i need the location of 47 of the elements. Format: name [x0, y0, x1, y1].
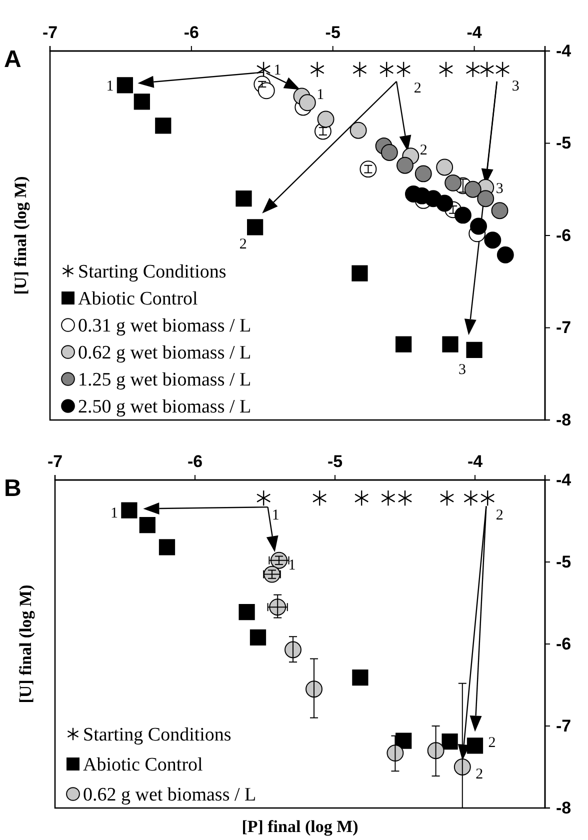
- y-axis-title: [U] final (log M): [16, 584, 35, 704]
- legend-label: 1.25 g wet biomass / L: [78, 370, 252, 391]
- legend-label: 0.62 g wet biomass / L: [78, 342, 252, 364]
- x-tick-label: -5: [325, 23, 340, 42]
- annotation: 1: [106, 78, 114, 94]
- annotation: 2: [239, 236, 247, 252]
- y-tick-label: -7: [556, 318, 572, 338]
- x-axis-title: [P] final (log M): [242, 817, 358, 836]
- y-tick-label: -4: [556, 470, 572, 490]
- annotation: 2: [496, 507, 504, 524]
- annotation: 3: [458, 362, 466, 378]
- annotation: 1: [110, 506, 118, 522]
- legend-label: 2.50 g wet biomass / L: [78, 396, 252, 418]
- annotation: 1: [274, 62, 282, 79]
- y-tick-label: -6: [556, 226, 572, 245]
- legend-label: Starting Conditions: [78, 262, 226, 283]
- y-axis-title: [U] final (log M): [11, 176, 30, 295]
- legend-label: Abiotic Control: [83, 754, 203, 776]
- x-tick-label: -5: [327, 452, 343, 471]
- y-tick-label: -5: [556, 134, 572, 153]
- annotation: 2: [488, 734, 496, 751]
- annotation: 3: [496, 180, 504, 197]
- annotation: 1: [272, 507, 280, 524]
- x-tick-label: -7: [47, 452, 63, 471]
- annotation: 2: [420, 142, 428, 158]
- y-tick-label: -7: [556, 716, 572, 736]
- annotation: 2: [476, 766, 484, 782]
- chart-title: A: [4, 46, 22, 73]
- y-tick-label: -8: [556, 410, 572, 430]
- x-tick-label: -6: [187, 452, 203, 471]
- y-tick-label: -4: [556, 41, 572, 60]
- y-tick-label: -6: [556, 634, 572, 654]
- annotation: 2: [414, 80, 422, 97]
- annotation: 1: [316, 86, 324, 103]
- annotation: 3: [512, 78, 520, 95]
- x-tick-label: -6: [184, 23, 199, 42]
- legend-label: Starting Conditions: [83, 724, 232, 746]
- y-tick-label: -8: [556, 798, 572, 818]
- annotation: 1: [288, 558, 296, 574]
- x-tick-label: -4: [466, 23, 482, 42]
- legend-label: 0.31 g wet biomass / L: [78, 316, 252, 337]
- x-tick-label: -7: [42, 23, 58, 42]
- chart-title: B: [4, 475, 22, 502]
- legend-label: Abiotic Control: [78, 288, 198, 310]
- x-tick-label: -4: [467, 452, 484, 471]
- y-tick-label: -5: [556, 552, 572, 572]
- legend-label: 0.62 g wet biomass / L: [83, 784, 256, 806]
